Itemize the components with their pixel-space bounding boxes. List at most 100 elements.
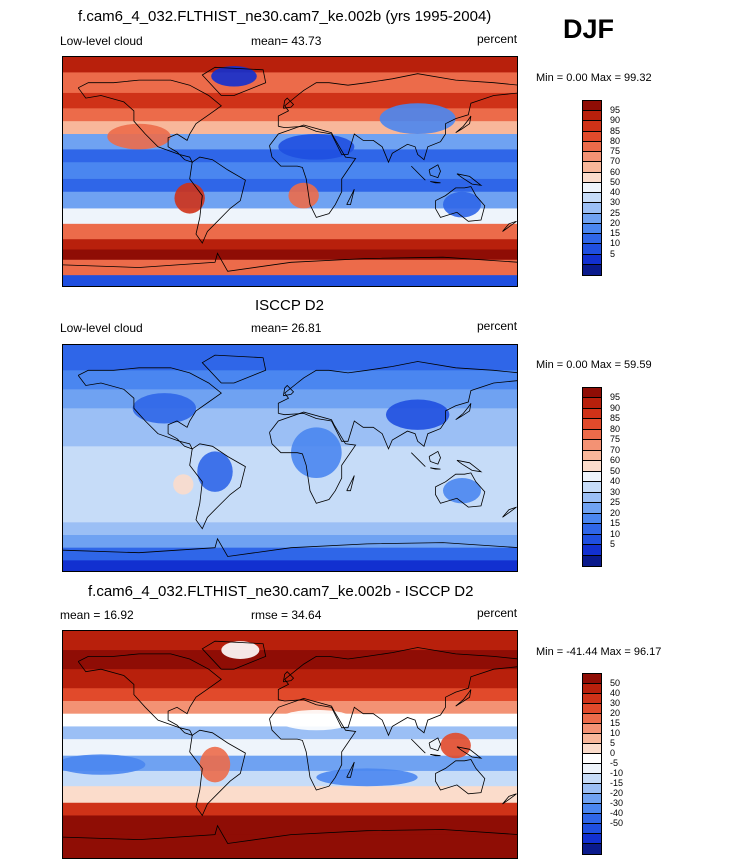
colorbar-swatch — [583, 223, 601, 235]
field-band — [63, 631, 517, 651]
panel2-colorbar — [582, 387, 602, 567]
colorbar-swatch — [583, 111, 601, 122]
colorbar-swatch — [583, 419, 601, 430]
coastline — [502, 220, 517, 232]
field-anomaly — [443, 478, 481, 504]
field-band — [63, 547, 517, 561]
colorbar-tick-label: 75 — [610, 146, 621, 157]
panel2-map-svg — [63, 345, 517, 571]
field-anomaly — [288, 182, 319, 209]
colorbar-tick-label: -50 — [610, 818, 624, 828]
colorbar-swatch — [583, 450, 601, 462]
panel3-minmax: Min = -41.44 Max = 96.17 — [536, 646, 662, 658]
colorbar-swatch — [583, 555, 601, 566]
colorbar-tick-label: 80 — [610, 135, 621, 146]
field-band — [63, 427, 517, 447]
field-band — [63, 834, 517, 858]
coastline — [283, 97, 295, 109]
panel3-map — [62, 630, 518, 859]
coastline — [435, 759, 486, 795]
coastline — [277, 361, 517, 450]
coastline — [346, 475, 355, 492]
coastline — [63, 252, 517, 272]
coastline — [283, 671, 295, 683]
panel3-units-label: percent — [477, 606, 518, 620]
coastline — [269, 124, 357, 218]
colorbar-swatch — [583, 172, 601, 183]
colorbar-tick-label: 60 — [610, 166, 621, 177]
field-anomaly — [443, 191, 481, 218]
field-anomaly — [316, 768, 418, 787]
panel1-map — [62, 56, 518, 287]
colorbar-tick-label: 5 — [610, 248, 616, 259]
colorbar-swatch — [583, 724, 601, 734]
colorbar-swatch — [583, 684, 601, 694]
coastline — [456, 746, 483, 759]
colorbar-tick-label: 40 — [610, 476, 621, 487]
colorbar-tick-label: 80 — [610, 423, 621, 434]
field-band — [63, 345, 517, 371]
field-band — [63, 57, 517, 73]
panel1-map-svg — [63, 57, 517, 286]
coastline — [455, 689, 472, 707]
panel3-mean-label: mean = 16.92 — [60, 608, 134, 622]
colorbar-swatch — [583, 408, 601, 420]
field-band — [63, 446, 517, 466]
coastline — [269, 697, 357, 791]
panel3-title: f.cam6_4_032.FLTHIST_ne30.cam7_ke.002b -… — [88, 583, 474, 600]
colorbar-swatch — [583, 162, 601, 173]
colorbar-swatch — [583, 254, 601, 265]
colorbar-tick-label: 40 — [610, 688, 621, 698]
field-band — [63, 162, 517, 180]
field-anomaly — [132, 393, 196, 424]
panel1-colorbar — [582, 100, 602, 276]
panel2-field-label: Low-level cloud — [60, 321, 143, 335]
colorbar-swatch — [583, 503, 601, 514]
colorbar-tick-label: 5 — [610, 539, 616, 550]
colorbar-tick-label: 10 — [610, 528, 621, 539]
colorbar-tick-label: 30 — [610, 197, 621, 208]
colorbar-swatch — [583, 704, 601, 714]
field-anomaly — [278, 134, 355, 160]
colorbar-tick-label: 60 — [610, 455, 621, 466]
colorbar-tick-label: 95 — [610, 392, 621, 403]
colorbar-tick-label: 15 — [610, 518, 621, 529]
coastline — [428, 737, 441, 752]
coastline — [283, 384, 295, 397]
colorbar-tick-label: 10 — [610, 728, 621, 738]
panel2-title: ISCCP D2 — [255, 297, 324, 314]
colorbar-swatch — [583, 784, 601, 794]
field-band — [63, 650, 517, 670]
colorbar-swatch — [583, 182, 601, 194]
colorbar-swatch — [583, 774, 601, 784]
colorbar-swatch — [583, 101, 601, 112]
colorbar-swatch — [583, 834, 601, 844]
coastline — [189, 156, 246, 244]
colorbar-tick-label: 30 — [610, 698, 621, 708]
colorbar-swatch — [583, 824, 601, 834]
coastline — [201, 640, 267, 670]
colorbar-tick-label: 20 — [610, 217, 621, 228]
panel1-field-label: Low-level cloud — [60, 34, 143, 48]
colorbar-swatch — [583, 461, 601, 472]
colorbar-tick-label: 20 — [610, 708, 621, 718]
colorbar-swatch — [583, 814, 601, 824]
colorbar-tick-label: 5 — [610, 738, 616, 748]
colorbar-tick-label: -15 — [610, 778, 624, 788]
colorbar-tick-label: 10 — [610, 238, 621, 249]
colorbar-swatch — [583, 398, 601, 409]
colorbar-swatch — [583, 794, 601, 804]
panel2-units-label: percent — [477, 319, 518, 333]
field-band — [63, 275, 517, 286]
field-anomaly — [63, 754, 146, 775]
colorbar-swatch — [583, 524, 601, 535]
field-band — [63, 408, 517, 428]
field-anomaly — [221, 641, 260, 659]
colorbar-tick-label: 0 — [610, 748, 616, 758]
field-band — [63, 786, 517, 804]
colorbar-tick-label: -30 — [610, 798, 624, 808]
panel2-map — [62, 344, 518, 572]
field-band — [63, 389, 517, 409]
field-anomaly — [211, 65, 257, 87]
coastline — [455, 403, 472, 421]
